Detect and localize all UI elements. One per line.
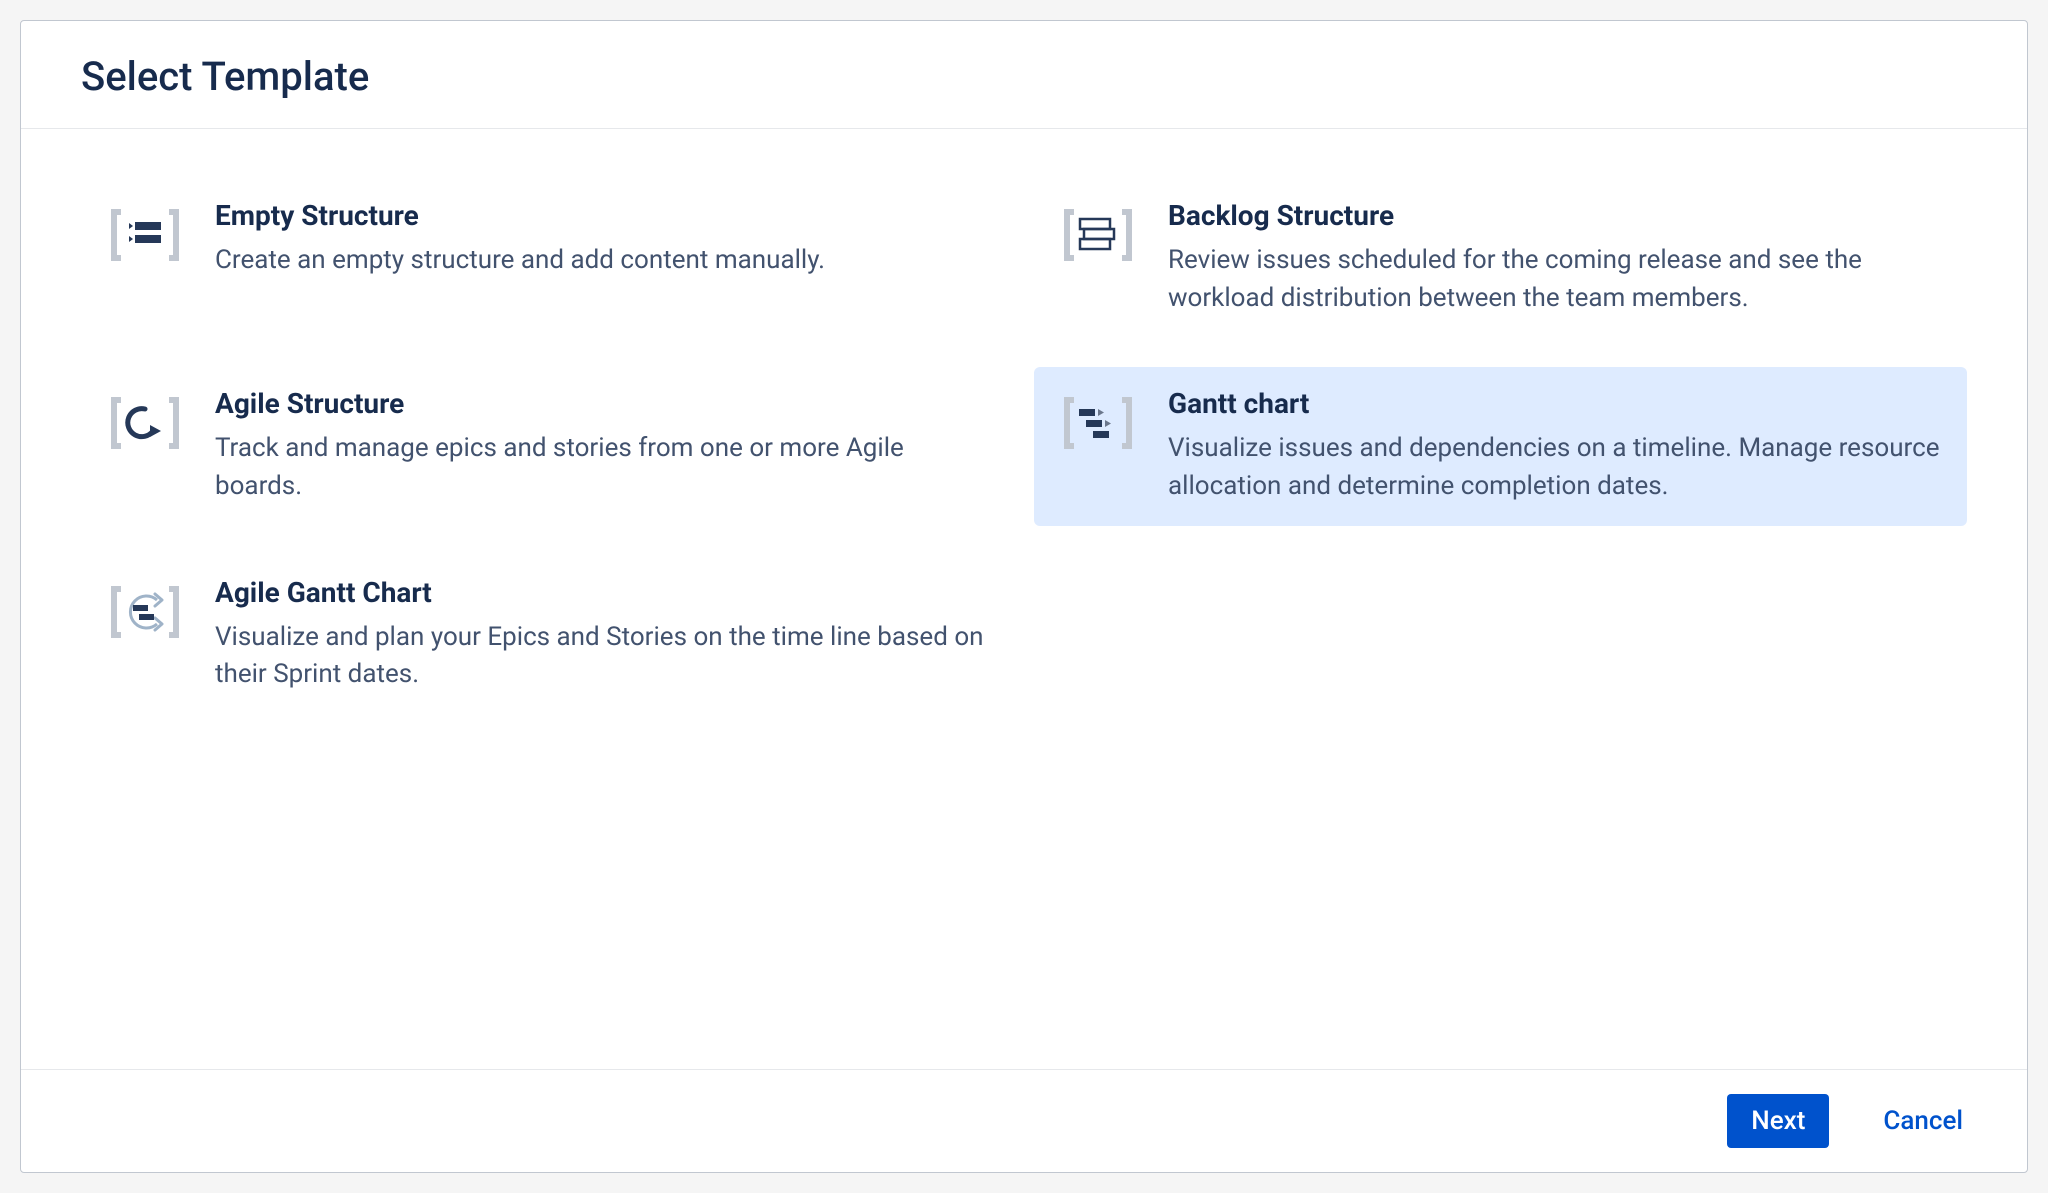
dialog-title: Select Template bbox=[81, 53, 1967, 100]
template-title: Agile Structure bbox=[215, 387, 990, 420]
template-card-agile-structure[interactable]: Agile Structure Track and manage epics a… bbox=[81, 367, 1014, 525]
empty-structure-icon bbox=[105, 199, 185, 271]
template-content: Agile Gantt Chart Visualize and plan you… bbox=[215, 576, 990, 694]
template-description: Visualize issues and dependencies on a t… bbox=[1168, 430, 1943, 505]
template-content: Backlog Structure Review issues schedule… bbox=[1168, 199, 1943, 317]
template-card-gantt-chart[interactable]: Gantt chart Visualize issues and depende… bbox=[1034, 367, 1967, 525]
template-title: Gantt chart bbox=[1168, 387, 1943, 420]
template-card-backlog-structure[interactable]: Backlog Structure Review issues schedule… bbox=[1034, 179, 1967, 337]
template-description: Create an empty structure and add conten… bbox=[215, 242, 990, 280]
template-content: Gantt chart Visualize issues and depende… bbox=[1168, 387, 1943, 505]
template-grid: Empty Structure Create an empty structur… bbox=[81, 179, 1967, 714]
template-description: Track and manage epics and stories from … bbox=[215, 430, 990, 505]
template-description: Visualize and plan your Epics and Storie… bbox=[215, 619, 990, 694]
select-template-dialog: Select Template Empty Structure bbox=[20, 20, 2028, 1173]
cancel-button[interactable]: Cancel bbox=[1859, 1094, 1987, 1148]
template-title: Agile Gantt Chart bbox=[215, 576, 990, 609]
gantt-chart-icon bbox=[1058, 387, 1138, 459]
backlog-structure-icon bbox=[1058, 199, 1138, 271]
dialog-body: Empty Structure Create an empty structur… bbox=[21, 129, 2027, 1069]
agile-gantt-chart-icon bbox=[105, 576, 185, 648]
template-description: Review issues scheduled for the coming r… bbox=[1168, 242, 1943, 317]
dialog-header: Select Template bbox=[21, 21, 2027, 129]
template-card-empty-structure[interactable]: Empty Structure Create an empty structur… bbox=[81, 179, 1014, 337]
template-content: Empty Structure Create an empty structur… bbox=[215, 199, 990, 280]
template-content: Agile Structure Track and manage epics a… bbox=[215, 387, 990, 505]
template-title: Backlog Structure bbox=[1168, 199, 1943, 232]
dialog-footer: Next Cancel bbox=[21, 1069, 2027, 1172]
agile-structure-icon bbox=[105, 387, 185, 459]
template-card-agile-gantt-chart[interactable]: Agile Gantt Chart Visualize and plan you… bbox=[81, 556, 1014, 714]
next-button[interactable]: Next bbox=[1727, 1094, 1829, 1148]
template-title: Empty Structure bbox=[215, 199, 990, 232]
